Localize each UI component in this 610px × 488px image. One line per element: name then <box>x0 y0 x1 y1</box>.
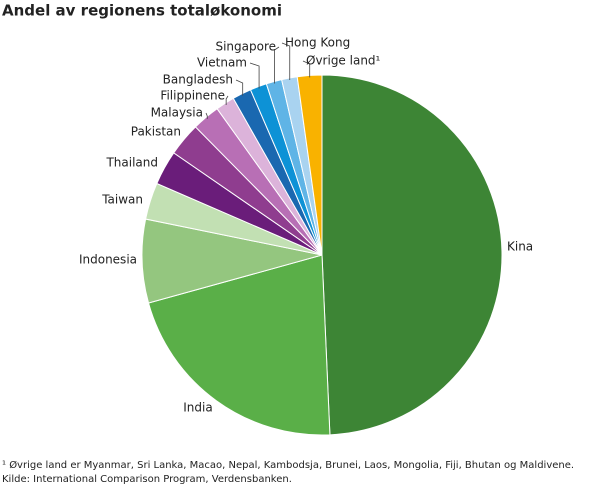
slice-label: Filippinene <box>160 89 225 103</box>
slice-label: Øvrige land¹ <box>306 54 381 68</box>
pie-slice <box>321 74 503 436</box>
leader-line <box>249 62 260 89</box>
slice-label: Kina <box>507 240 533 254</box>
slice-label: Singapore <box>215 40 276 54</box>
source: Kilde: International Comparison Program,… <box>2 474 292 485</box>
pie-slice <box>147 254 331 436</box>
slice-label: Pakistan <box>131 125 181 139</box>
leader-line <box>302 60 311 78</box>
leader-line <box>281 42 291 80</box>
leader-line <box>235 79 244 96</box>
leader-line <box>225 95 229 106</box>
footnote: ¹ Øvrige land er Myanmar, Sri Lanka, Mac… <box>2 459 574 471</box>
slice-label: Taiwan <box>101 193 143 207</box>
slice-label: Vietnam <box>197 56 247 70</box>
slice-label: Bangladesh <box>163 73 233 87</box>
slice-label: Indonesia <box>79 253 137 267</box>
slice-label: India <box>183 401 212 415</box>
leader-line <box>274 46 280 84</box>
leader-line <box>205 112 208 119</box>
chart-title: Andel av regionens totaløkonomi <box>2 2 282 20</box>
slice-label: Hong Kong <box>285 36 350 50</box>
slice-label: Thailand <box>105 156 158 170</box>
slice-label: Malaysia <box>151 106 203 120</box>
